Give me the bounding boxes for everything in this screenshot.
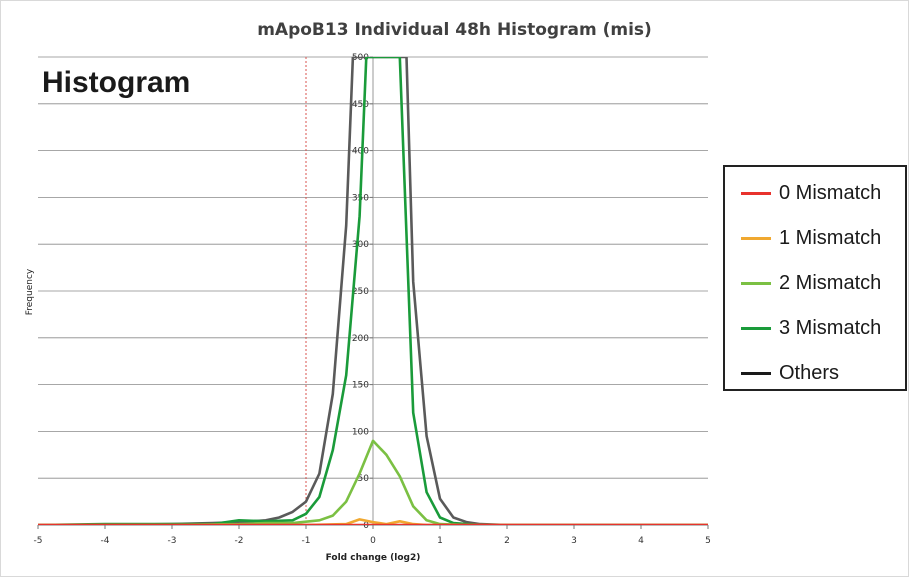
legend-swatch	[741, 281, 771, 285]
legend-item-others: Others	[725, 358, 839, 388]
y-tick-label: 300	[352, 240, 369, 250]
x-tick-label: -3	[168, 536, 177, 546]
y-axis-label: Frequency	[25, 268, 35, 316]
y-tick-label: 450	[352, 100, 369, 110]
legend-label: 2 Mismatch	[779, 271, 882, 294]
legend-swatch	[741, 236, 771, 240]
x-tick-label: 0	[370, 536, 376, 546]
legend-swatch	[741, 191, 771, 195]
x-tick-label: -4	[101, 536, 110, 546]
y-tick-label: 400	[352, 147, 369, 157]
legend-item-1-mismatch: 1 Mismatch	[725, 223, 881, 253]
legend-item-3-mismatch: 3 Mismatch	[725, 313, 881, 343]
x-tick-label: 5	[705, 536, 711, 546]
legend-label: Others	[779, 361, 840, 384]
x-tick-label: -1	[302, 536, 311, 546]
y-tick-label: 100	[352, 427, 369, 437]
x-tick-label: 1	[437, 536, 443, 546]
x-tick-label: 2	[504, 536, 510, 546]
y-tick-label: 150	[352, 381, 369, 391]
x-tick-label: 3	[571, 536, 577, 546]
x-tick-label: 4	[638, 536, 644, 546]
y-tick-label: 0	[363, 521, 369, 531]
legend-label: 0 Mismatch	[779, 181, 882, 204]
legend-item-2-mismatch: 2 Mismatch	[725, 268, 881, 298]
legend-swatch	[741, 326, 771, 330]
y-tick-label: 250	[352, 287, 369, 297]
x-axis-label: Fold change (log2)	[325, 553, 421, 563]
legend-label: 1 Mismatch	[779, 226, 882, 249]
legend-label: 3 Mismatch	[779, 316, 882, 339]
legend: 0 Mismatch 1 Mismatch 2 Mismatch 3 Misma…	[723, 165, 907, 391]
x-tick-label: -2	[235, 536, 244, 546]
legend-item-0-mismatch: 0 Mismatch	[725, 178, 881, 208]
chart-title: mApoB13 Individual 48h Histogram (mis)	[257, 20, 652, 40]
legend-swatch	[741, 371, 771, 375]
histogram-label: Histogram	[42, 66, 191, 99]
y-tick-label: 50	[358, 474, 370, 484]
y-tick-label: 200	[352, 334, 369, 344]
x-tick-label: -5	[34, 536, 43, 546]
